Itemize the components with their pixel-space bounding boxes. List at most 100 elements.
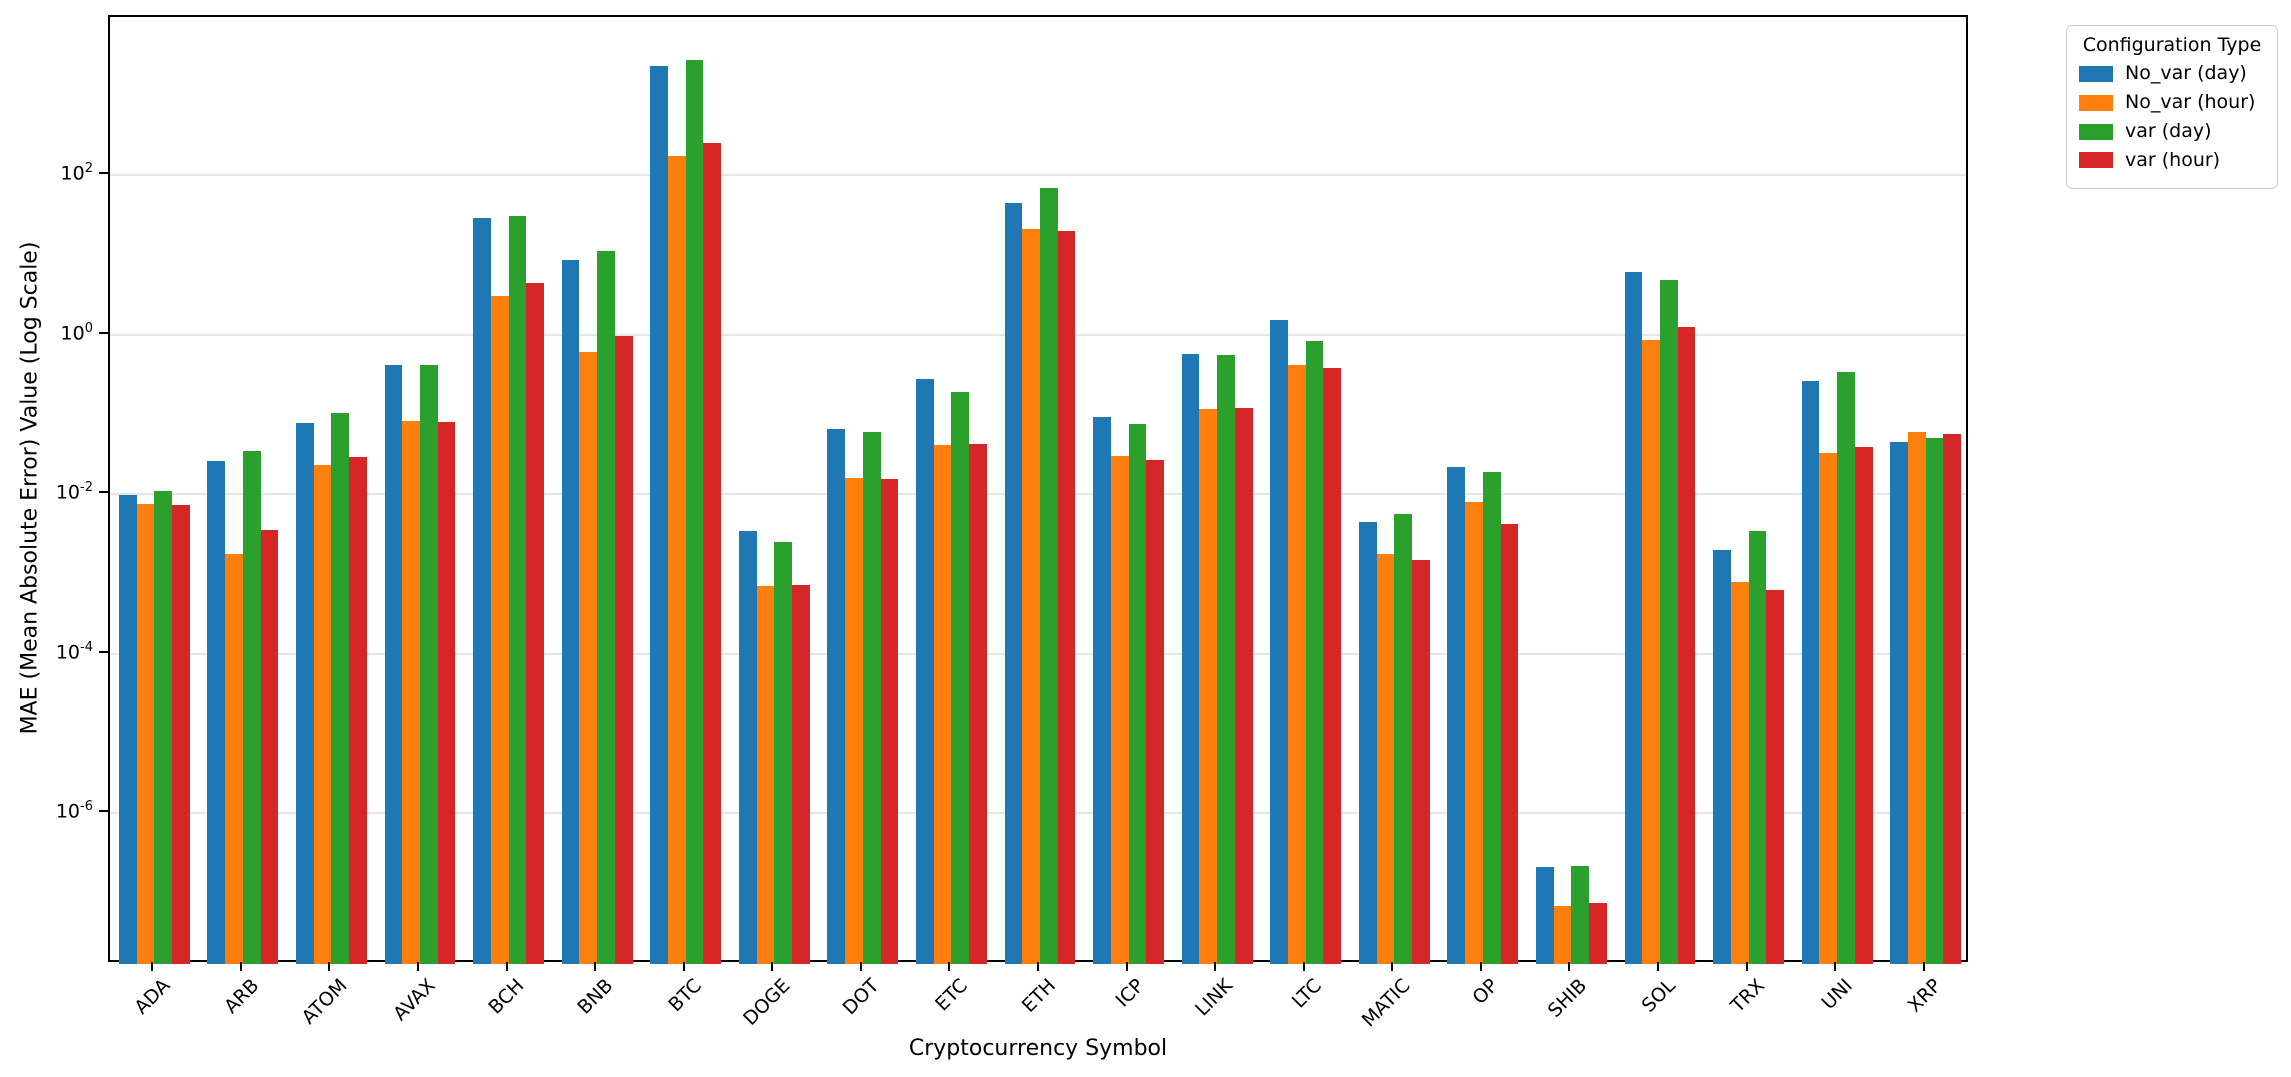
bar: [1146, 459, 1164, 964]
bar: [225, 553, 243, 964]
bar: [1536, 867, 1554, 964]
legend-swatch: [2079, 123, 2113, 140]
bar: [1412, 559, 1430, 964]
bar: [1093, 417, 1111, 964]
x-axis-tick: [1037, 962, 1039, 971]
y-axis-tick: [99, 331, 108, 334]
bar: [1837, 371, 1855, 964]
x-axis-tick: [1657, 962, 1659, 971]
x-axis-tick: [1745, 962, 1748, 971]
bar: [1181, 354, 1200, 964]
bar: [1943, 433, 1962, 964]
x-tick-label: BCH: [484, 974, 529, 1019]
bar: [118, 495, 137, 964]
bar: [1394, 514, 1412, 964]
x-axis-tick: [682, 962, 685, 971]
bar: [845, 477, 863, 964]
bar: [437, 422, 456, 964]
bar: [1571, 865, 1590, 964]
legend-label: No_var (day): [2125, 62, 2247, 84]
bar: [1854, 446, 1873, 964]
x-axis-tick: [239, 962, 242, 971]
bar: [154, 491, 172, 964]
plot-area: [108, 15, 1968, 964]
bar: [650, 66, 668, 964]
bar: [880, 478, 899, 964]
bar: [1465, 501, 1483, 964]
y-axis-tick: [99, 171, 108, 174]
legend-title: Configuration Type: [2082, 34, 2262, 56]
bar: [614, 336, 633, 964]
bar: [1004, 202, 1023, 964]
legend-item: var (day): [2079, 120, 2265, 143]
x-tick-label: SHIB: [1544, 974, 1592, 1022]
x-axis-tick: [328, 962, 331, 971]
bar: [668, 155, 686, 964]
bar: [1288, 365, 1306, 964]
bar: [526, 283, 544, 964]
bar: [969, 443, 987, 964]
x-tick-label: BNB: [573, 974, 618, 1019]
y-tick-label: 100: [60, 320, 93, 344]
bar: [1305, 340, 1324, 964]
bar: [1819, 452, 1838, 964]
bar: [1677, 326, 1696, 964]
bar: [1801, 381, 1820, 964]
legend-item: No_var (day): [2079, 62, 2265, 85]
x-axis-tick: [1125, 962, 1128, 971]
x-tick-label: SOL: [1637, 974, 1681, 1017]
bar: [1234, 407, 1253, 964]
x-axis-tick: [771, 962, 774, 971]
bar: [561, 259, 580, 964]
bar: [402, 420, 420, 964]
bar: [508, 215, 527, 964]
bar: [1553, 906, 1572, 964]
bar: [1660, 280, 1678, 964]
bar: [1500, 524, 1519, 964]
bar: [738, 531, 757, 964]
bar: [579, 352, 598, 964]
y-axis-tick: [99, 810, 108, 813]
bar: [1925, 438, 1944, 964]
legend-items: No_var (day) No_var (hour) var (day) var (h…: [2079, 62, 2265, 171]
x-tick-label: UNI: [1817, 974, 1858, 1014]
y-axis-tick: [99, 650, 108, 653]
bar: [207, 460, 226, 964]
x-tick-label: ETH: [1017, 974, 1061, 1017]
x-axis-tick: [859, 962, 862, 971]
x-tick-label: XRP: [1903, 974, 1946, 1017]
bar: [756, 586, 775, 964]
bar: [1748, 531, 1767, 964]
bar: [490, 296, 509, 964]
bar: [1358, 521, 1377, 964]
bar: [1199, 409, 1218, 964]
bar: [1642, 340, 1660, 964]
bar: [1110, 456, 1129, 964]
x-tick-label: DOGE: [739, 974, 795, 1030]
y-tick-label: 102: [60, 160, 93, 185]
bar: [296, 422, 314, 964]
x-axis-tick: [1391, 962, 1394, 971]
bar: [774, 542, 792, 964]
bar: [242, 450, 261, 964]
bar: [1040, 188, 1058, 964]
bar: [1447, 466, 1466, 964]
bar: [951, 392, 970, 964]
bar: [1766, 590, 1784, 964]
x-tick-label: AVAX: [389, 974, 441, 1026]
x-axis-label: Cryptocurrency Symbol: [908, 1036, 1168, 1061]
x-tick-label: TRX: [1726, 974, 1769, 1017]
bar: [420, 364, 438, 964]
x-axis-tick: [1834, 962, 1837, 971]
bar: [1376, 553, 1395, 964]
bar: [1217, 355, 1235, 964]
bar: [1270, 320, 1288, 964]
legend-swatch: [2079, 65, 2113, 82]
bar: [1589, 902, 1607, 964]
x-tick-label: DOT: [838, 974, 884, 1020]
x-axis-tick: [417, 962, 419, 971]
bar: [1730, 581, 1749, 964]
x-tick-label: ADA: [130, 974, 175, 1019]
x-axis-tick: [1214, 962, 1217, 971]
